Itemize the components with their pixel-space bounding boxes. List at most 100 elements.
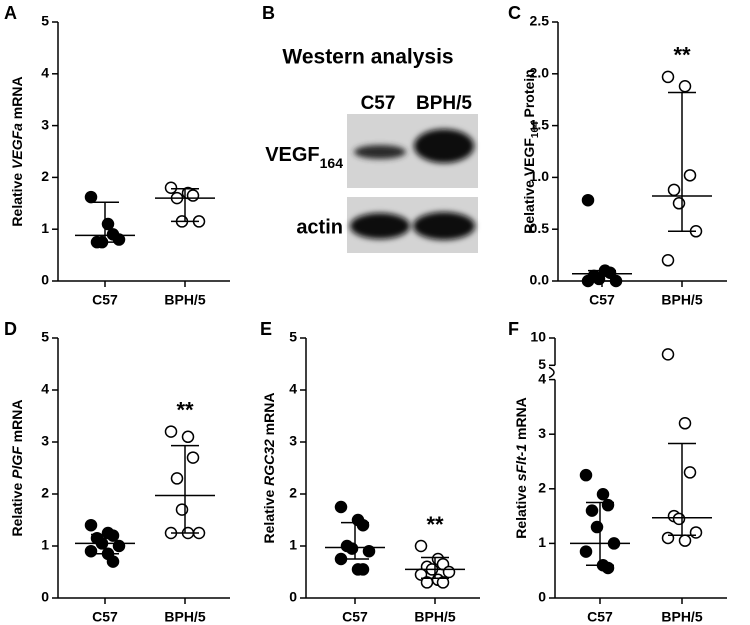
y-tick-label: 4 (41, 65, 49, 81)
annotation: ** (673, 43, 691, 68)
y-tick-label: 3 (41, 433, 49, 449)
data-point (164, 181, 178, 195)
label-part: PlGF (9, 446, 25, 479)
data-point (678, 79, 692, 93)
panel-letter: E (260, 319, 272, 339)
data-point (581, 193, 595, 207)
chart-panel: F 0 1 2 3 45 10 Relative sFlt-1 mRNA C57 BPH/5 (508, 319, 727, 625)
y-axis-label: Relative sFlt-1 mRNA (513, 397, 529, 539)
band-label: VEGF164 (265, 144, 343, 170)
y-axis-label: Relative VEGFa mRNA (9, 76, 25, 226)
data-point (356, 518, 370, 532)
x-tick-label: BPH/5 (661, 609, 702, 625)
data-point (672, 512, 686, 526)
data-point (356, 563, 370, 576)
x-tick-label: C57 (342, 609, 368, 625)
data-point (414, 539, 428, 553)
data-point (579, 468, 593, 482)
data-point (661, 348, 675, 361)
label-part: Relative VEGF (521, 138, 537, 234)
y-tick-label: 2.0 (530, 65, 550, 81)
label-part: Relative (261, 486, 277, 544)
data-point (84, 544, 98, 558)
label-part: Protein (521, 69, 537, 121)
x-tick-label: C57 (587, 609, 613, 625)
x-tick-label: C57 (92, 292, 118, 308)
x-tick-label: BPH/5 (661, 292, 702, 308)
data-point (106, 555, 120, 568)
y-tick-label: 2 (41, 485, 49, 501)
y-tick-label: 5 (538, 356, 546, 372)
data-point (689, 526, 703, 539)
y-tick-label: 1 (538, 534, 546, 550)
data-point (84, 190, 98, 204)
band (354, 145, 406, 159)
y-tick-label: 4 (538, 370, 546, 386)
y-tick-label: 5 (41, 13, 49, 29)
data-point (585, 504, 599, 517)
y-tick-label: 3 (289, 433, 297, 449)
label-part: Relative (513, 481, 529, 539)
y-tick-label: 0 (41, 272, 49, 288)
data-point (683, 169, 697, 182)
y-tick-label: 0 (289, 589, 297, 605)
chart-panel: E 0 1 2 3 4 5 Relative RGC32 mRNA C57 BPH/5 ** (260, 319, 480, 625)
data-point (186, 189, 200, 202)
chart-panel: C 0.0 0.5 1.0 1.5 2.0 2.5 Relative VEGF164 Prot… (508, 3, 727, 308)
chart-panel: A 0 1 2 3 4 5 Relative VEGFa mRNA C57 BPH/5 (4, 3, 230, 308)
data-point (164, 425, 178, 438)
chart-panel: D 0 1 2 3 4 5 Relative PlGF mRNA C57 BPH/5 ** (4, 319, 230, 625)
panel-letter: B (262, 3, 275, 23)
data-point (661, 70, 675, 84)
data-point (186, 451, 200, 464)
data-point (601, 498, 615, 512)
western-title: Western analysis (282, 46, 453, 69)
data-point (175, 503, 189, 516)
y-tick-label: 0 (41, 589, 49, 605)
label-part: mRNA (9, 400, 25, 447)
data-point (590, 520, 604, 534)
annotation: ** (426, 512, 444, 537)
y-tick-label: 5 (289, 329, 297, 345)
y-tick-label: 2.5 (530, 13, 550, 29)
data-point (112, 539, 126, 553)
data-point (181, 430, 195, 444)
data-point (672, 197, 686, 210)
data-point (579, 545, 593, 558)
data-point (667, 183, 681, 197)
data-point (101, 217, 115, 231)
data-point (334, 500, 348, 514)
data-point (170, 472, 184, 485)
label-part: mRNA (9, 76, 25, 123)
y-tick-label: 1 (41, 537, 49, 553)
y-tick-label: 1.5 (530, 116, 550, 132)
x-tick-label: BPH/5 (164, 609, 205, 625)
y-tick-label: 0.0 (530, 272, 550, 288)
lane-label: C57 (361, 93, 396, 114)
band-label: actin (296, 216, 343, 238)
panel-letter: D (4, 319, 17, 339)
band-name: VEGF (265, 144, 319, 166)
y-tick-label: 10 (530, 329, 546, 345)
label-part: mRNA (513, 397, 529, 444)
y-tick-label: 1 (41, 220, 49, 236)
panel-letter: F (508, 319, 519, 339)
label-part: RGC32 (261, 439, 277, 486)
data-point (661, 254, 675, 267)
y-tick-label: 3 (41, 116, 49, 132)
data-point (661, 531, 675, 545)
lane-label: BPH/5 (416, 93, 472, 114)
y-tick-label: 4 (41, 381, 49, 397)
y-tick-label: 2 (538, 480, 546, 496)
band (350, 213, 410, 239)
band-sub: 164 (320, 155, 344, 171)
label-part: 164 (530, 121, 541, 138)
data-point (678, 417, 692, 430)
y-tick-label: 1 (289, 537, 297, 553)
data-point (362, 544, 376, 558)
band (413, 212, 475, 240)
x-tick-label: C57 (92, 609, 118, 625)
y-tick-label: 4 (289, 381, 297, 397)
x-tick-label: BPH/5 (414, 609, 455, 625)
label-part: Relative (9, 169, 25, 227)
